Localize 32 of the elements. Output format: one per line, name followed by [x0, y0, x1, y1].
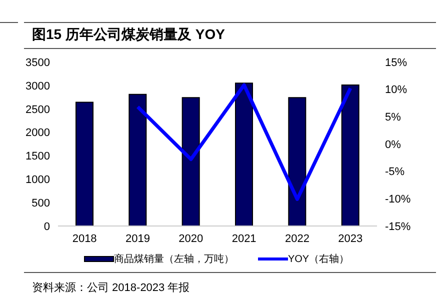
y2-tick-label: 10% [385, 84, 408, 96]
x-tick-label: 2023 [338, 232, 363, 245]
y-tick-label: 0 [44, 220, 50, 233]
x-tick-label: 2021 [232, 232, 256, 245]
text: 资料来源：公司 2018-2023 年报 [32, 281, 190, 295]
y-tick-label: 1500 [26, 150, 50, 163]
y2-tick-label: -10% [385, 194, 411, 206]
y-tick-label: 2500 [26, 104, 50, 116]
y2-tick-label: -15% [385, 220, 411, 233]
line-series [136, 83, 352, 201]
y2-tick-label: 0% [385, 138, 402, 151]
y-tick-label: 3500 [26, 56, 50, 69]
legend-label: YOY（右轴） [288, 252, 350, 266]
bar [235, 82, 253, 226]
y-tick-label: 2000 [26, 127, 50, 140]
bar [128, 94, 147, 226]
y-tick-label: 500 [32, 197, 50, 210]
chart-title: 图15 历年公司煤炭销量及 YOY [32, 26, 225, 44]
bar [76, 102, 94, 226]
y2-tick-label: 15% [385, 56, 408, 69]
bar [288, 97, 306, 226]
legend-label: 商品煤销量（左轴，万吨） [114, 252, 234, 266]
y-tick-label: 3000 [26, 80, 50, 92]
y2-tick-label: 5% [385, 112, 402, 124]
bar [182, 97, 200, 226]
y-tick-label: 1000 [26, 174, 50, 186]
x-tick-label: 2020 [178, 232, 204, 245]
x-tick-label: 2022 [285, 232, 310, 245]
y2-tick-label: -5% [385, 166, 405, 178]
x-tick-label: 2019 [126, 232, 150, 245]
bar [341, 84, 360, 226]
x-tick-label: 2018 [72, 232, 97, 245]
